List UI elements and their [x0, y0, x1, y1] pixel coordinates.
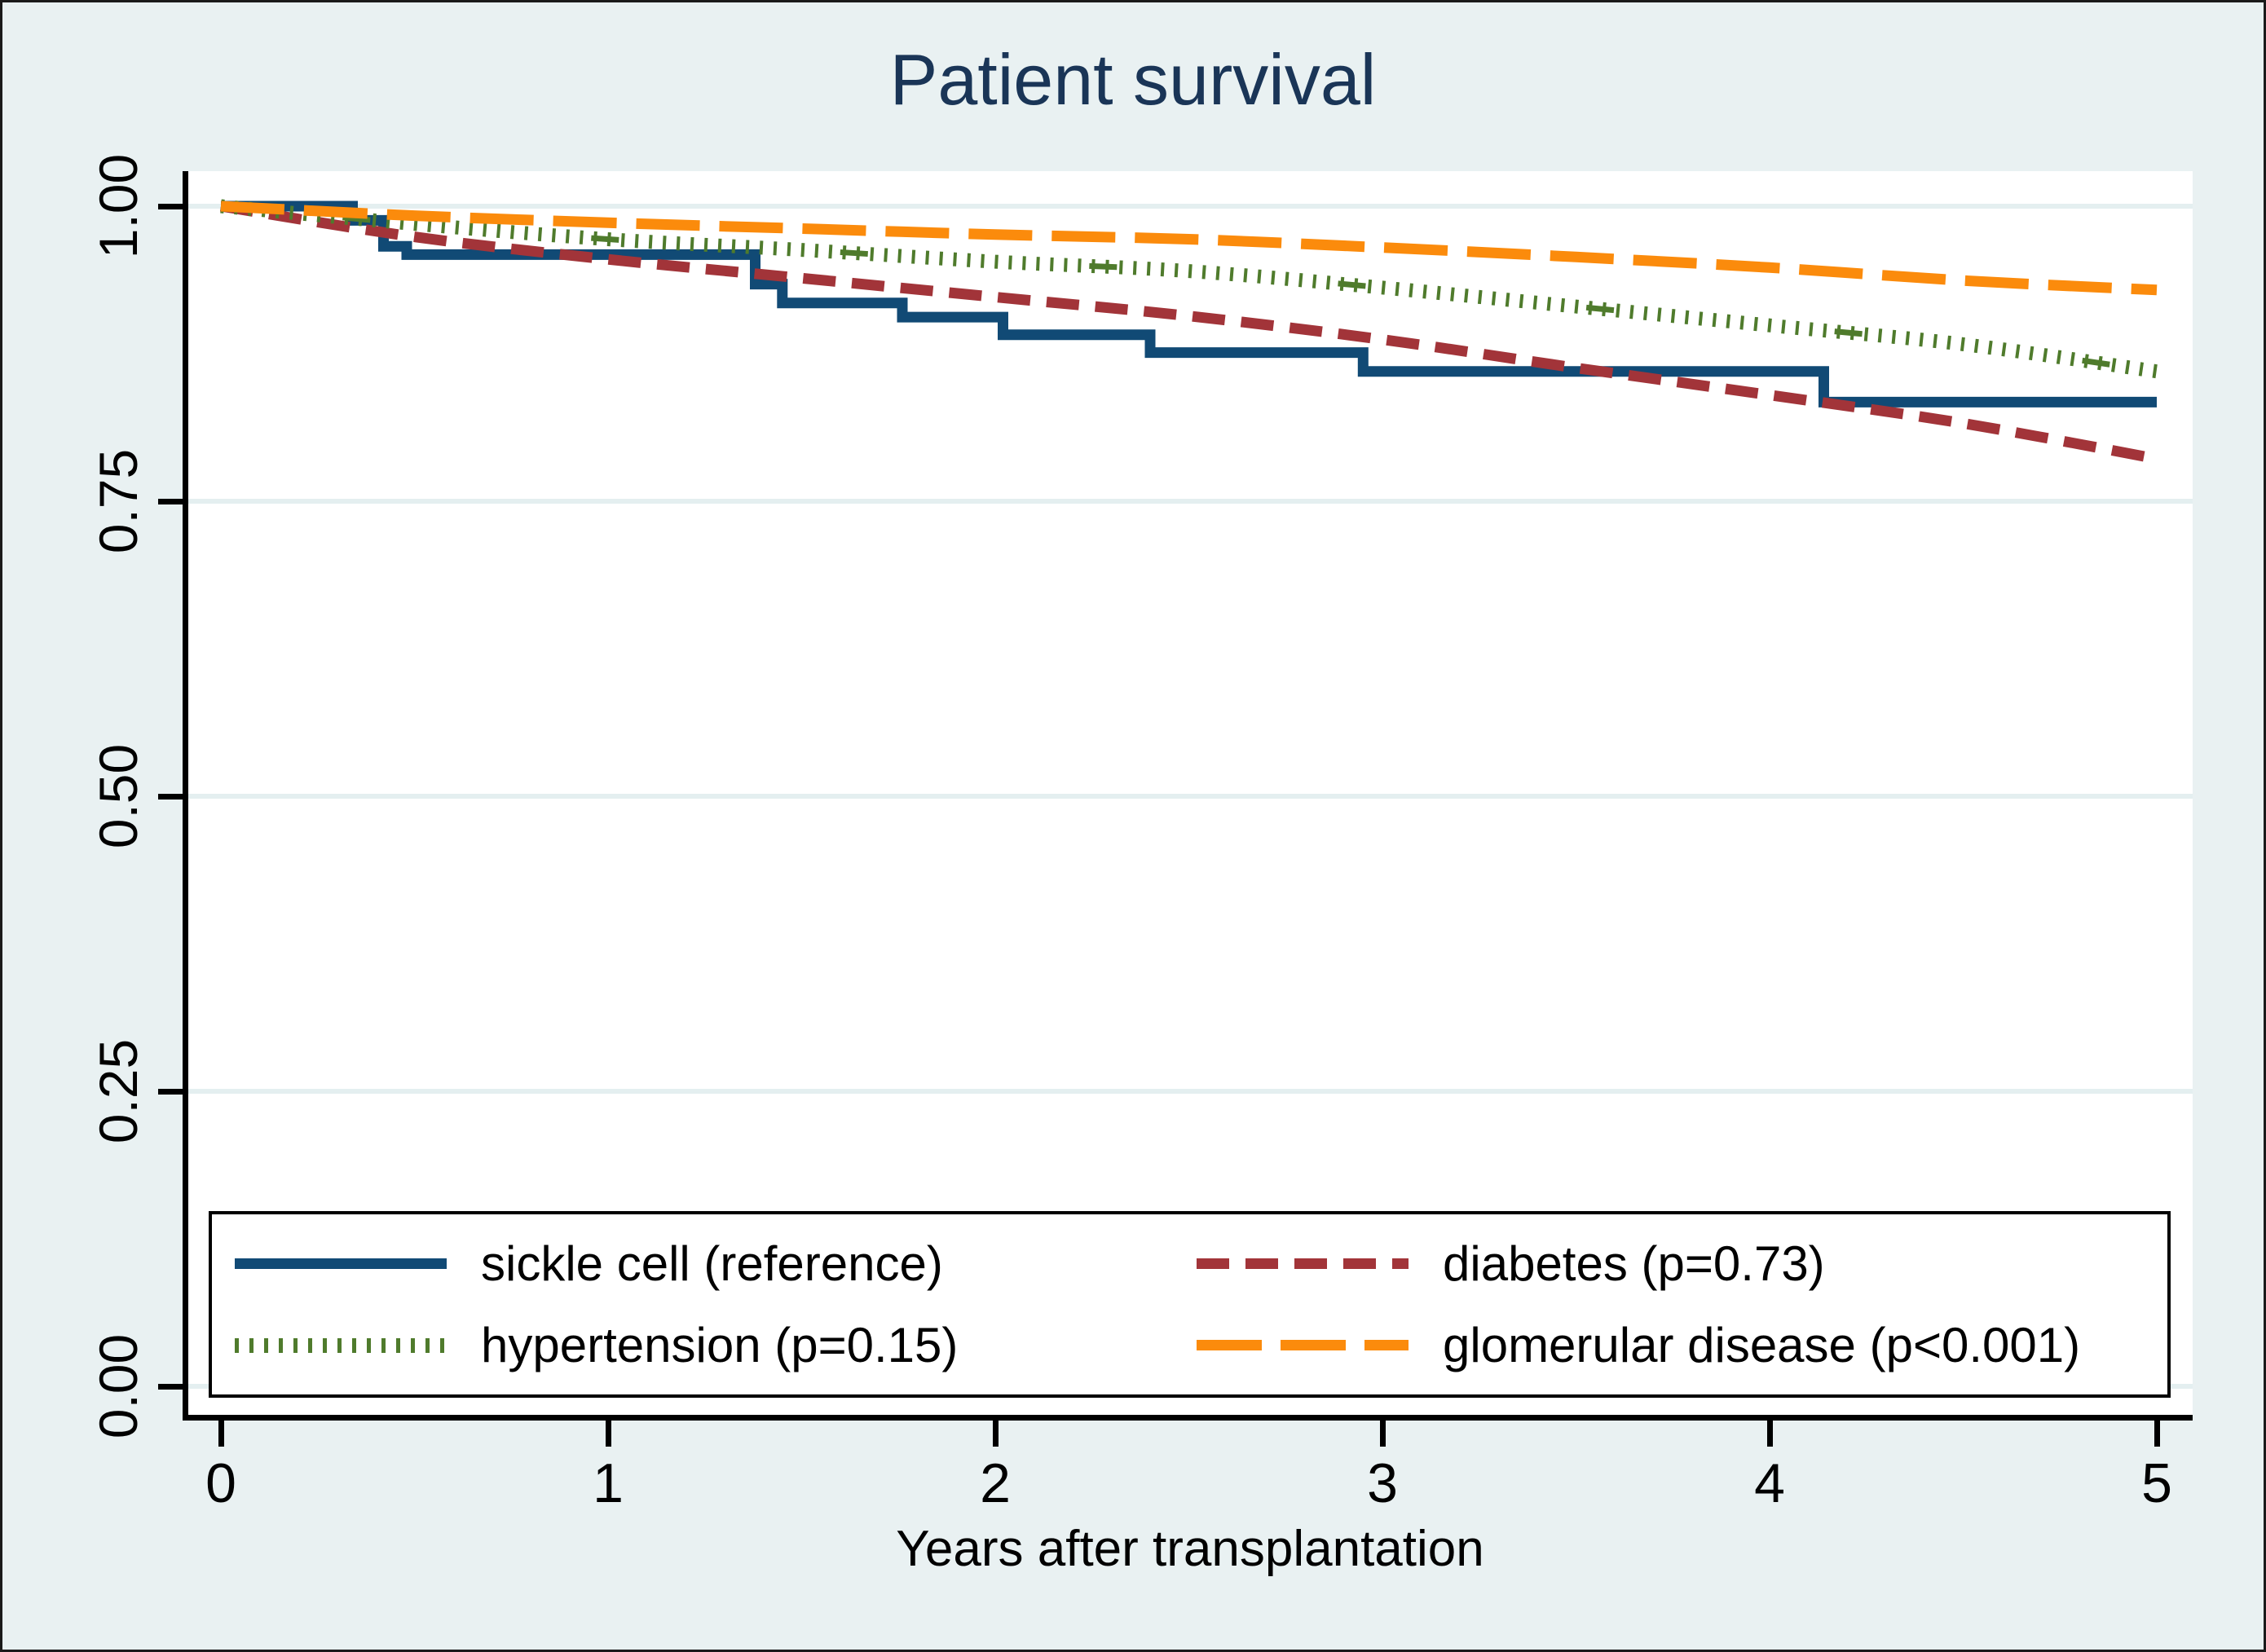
- legend-item-hypertension: hypertension (p=0.15): [235, 1317, 1197, 1373]
- x-tick-label: 5: [2141, 1452, 2172, 1514]
- y-axis-line: [183, 171, 188, 1421]
- legend-swatch-glomerular-disease: [1197, 1340, 1409, 1351]
- legend-box: sickle cell (reference) diabetes (p=0.73)…: [209, 1211, 2171, 1398]
- x-tick-mark: [606, 1421, 611, 1447]
- x-tick-label: 1: [593, 1452, 624, 1514]
- y-tick-mark: [158, 794, 183, 800]
- legend-swatch-diabetes: [1197, 1258, 1409, 1269]
- curve-diabetes-p-0-73-: [219, 200, 2158, 465]
- curve-glomerular-disease-p-0-001-: [220, 200, 2158, 296]
- x-tick-mark: [2154, 1421, 2160, 1447]
- y-tick-mark: [158, 204, 183, 209]
- x-tick-mark: [1380, 1421, 1386, 1447]
- x-tick-label: 2: [980, 1452, 1011, 1514]
- gridline: [187, 794, 2193, 799]
- legend-swatch-hypertension: [235, 1337, 447, 1353]
- legend-label-glomerular-disease: glomerular disease (p<0.001): [1443, 1318, 2081, 1373]
- plot-area: [187, 171, 2193, 1415]
- curve-hypertension-p-0-15-: [220, 199, 2158, 379]
- legend-label-hypertension: hypertension (p=0.15): [481, 1318, 959, 1373]
- y-tick-mark: [158, 499, 183, 504]
- x-tick-mark: [218, 1421, 224, 1447]
- gridline: [187, 1089, 2193, 1094]
- x-tick-mark: [993, 1421, 999, 1447]
- x-axis-line: [183, 1415, 2193, 1421]
- legend-swatch-sickle-cell: [235, 1258, 447, 1269]
- gridline: [187, 204, 2193, 209]
- chart-title: Patient survival: [889, 39, 1377, 120]
- x-tick-label: 4: [1754, 1452, 1785, 1514]
- gridline: [187, 499, 2193, 504]
- y-tick-mark: [158, 1384, 183, 1390]
- x-tick-mark: [1767, 1421, 1773, 1447]
- legend-item-sickle-cell: sickle cell (reference): [235, 1236, 1197, 1292]
- legend-item-diabetes: diabetes (p=0.73): [1197, 1236, 2167, 1292]
- x-tick-label: 3: [1367, 1452, 1398, 1514]
- y-tick-mark: [158, 1089, 183, 1095]
- x-axis-title: Years after transplantation: [896, 1521, 1484, 1577]
- legend-label-sickle-cell: sickle cell (reference): [481, 1236, 943, 1291]
- legend-label-diabetes: diabetes (p=0.73): [1443, 1236, 1825, 1291]
- x-tick-label: 0: [205, 1452, 236, 1514]
- legend-item-glomerular-disease: glomerular disease (p<0.001): [1197, 1317, 2167, 1373]
